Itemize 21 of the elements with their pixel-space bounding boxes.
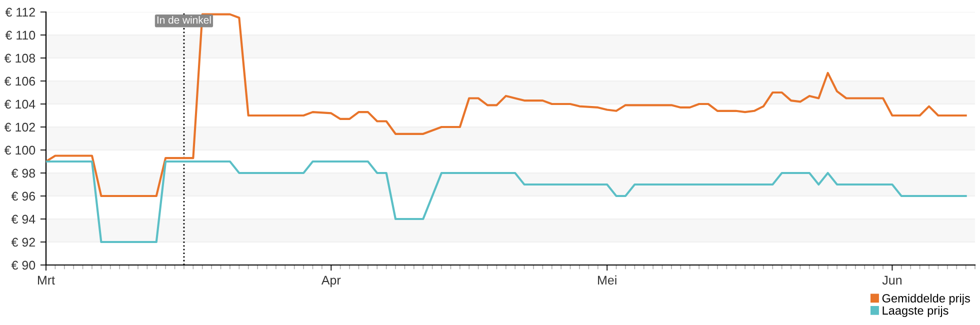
y-tick-label: € 104 bbox=[4, 100, 36, 109]
legend-label: Laagste prijs bbox=[882, 306, 948, 318]
x-tick-label: Mrt bbox=[38, 276, 55, 285]
y-tick-label: € 106 bbox=[4, 76, 36, 86]
line-series bbox=[46, 13, 967, 198]
legend-label: Gemiddelde prijs bbox=[882, 294, 970, 305]
y-tick-label: € 96 bbox=[11, 192, 36, 201]
y-tick-label: € 92 bbox=[11, 238, 35, 247]
ref-line-label: In de winkel bbox=[157, 16, 211, 24]
y-tick-label: € 108 bbox=[4, 54, 36, 63]
line-series bbox=[46, 160, 967, 244]
y-tick-label: € 110 bbox=[5, 30, 36, 40]
y-tick-label: € 98 bbox=[11, 168, 36, 178]
y-tick-label: € 90 bbox=[11, 260, 36, 270]
y-tick-label: € 102 bbox=[4, 122, 35, 132]
y-tick-label: € 112 bbox=[5, 8, 35, 17]
x-tick-label: Apr bbox=[321, 276, 341, 288]
x-tick-label: Jun bbox=[882, 276, 902, 285]
y-tick-label: € 94 bbox=[11, 214, 36, 224]
x-tick-label: Mei bbox=[598, 275, 616, 285]
y-tick-label: € 100 bbox=[4, 146, 36, 155]
